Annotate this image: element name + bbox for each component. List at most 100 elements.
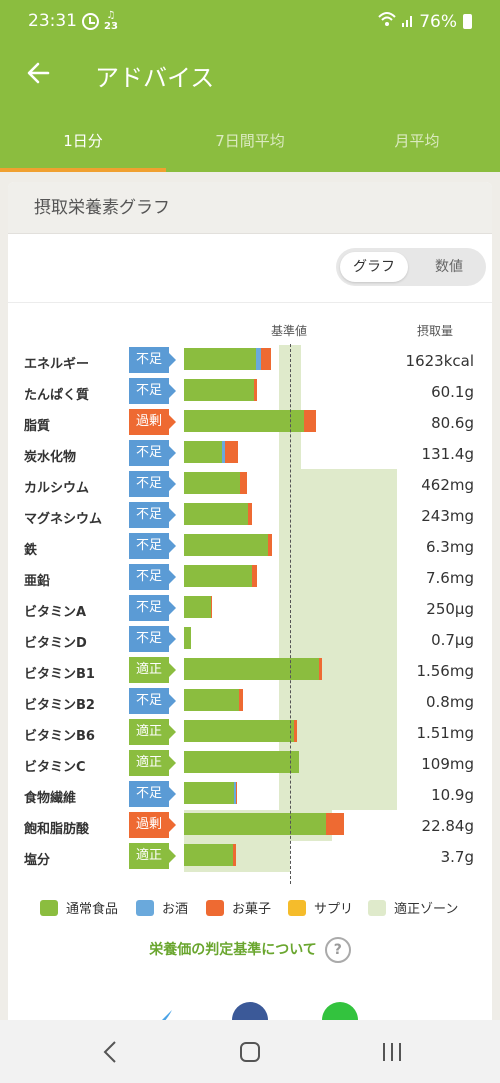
bar-segment [184,658,319,680]
bar-segment [240,472,247,494]
intake-header: 摂取量 [417,324,454,338]
nutrient-row: 亜鉛 不足 7.6mg [8,562,492,593]
back-arrow-icon[interactable] [24,58,54,88]
legend-swatch-snack [206,899,224,916]
bar-segment [294,720,297,742]
nutrient-row: エネルギー 不足 1623kcal [8,345,492,376]
intake-bar [184,596,212,618]
home-icon[interactable] [238,1040,262,1068]
battery-level: 76% [419,11,457,32]
status-bar: 23:31 ♫ 23 76% [0,0,500,42]
bar-segment [184,720,294,742]
criteria-link-text[interactable]: 栄養価の判定基準について [149,942,317,958]
status-badge: 不足 [129,378,176,404]
adequate-zone [279,779,397,810]
nutrient-label: エネルギー [24,357,90,372]
status-badge: 適正 [129,657,176,683]
content-area: 摂取栄養素グラフ グラフ 数値 基準値 摂取量 エネルギー 不足 1623kcal た… [0,172,500,1083]
status-badge: 不足 [129,502,176,528]
bar-segment [184,844,233,866]
nutrient-row: 炭水化物 不足 131.4g [8,438,492,469]
status-badge: 不足 [129,781,176,807]
bar-segment [184,441,222,463]
intake-bar [184,813,344,835]
nutrient-label: ビタミンB2 [24,698,95,713]
adequate-zone [279,686,397,717]
nutrient-row: ビタミンB6 適正 1.51mg [8,717,492,748]
bar-segment [184,379,254,401]
signal-icon [401,12,415,32]
status-badge: 不足 [129,440,176,466]
tab-bar: 1日分 7日間平均 月平均 [0,110,500,172]
bar-segment [256,348,261,370]
wifi-icon [377,11,397,32]
bar-segment [236,782,237,804]
intake-bar [184,348,271,370]
intake-bar [184,410,316,432]
intake-bar [184,379,257,401]
nutrient-row: 飽和脂肪酸 過剰 22.84g [8,810,492,841]
nutrient-row: たんぱく質 不足 60.1g [8,376,492,407]
nutrient-row: ビタミンD 不足 0.7μg [8,624,492,655]
legend-label-alcohol: お酒 [162,902,189,917]
bar-segment [252,565,257,587]
bar-segment [184,751,299,773]
nutrient-row: 脂質 過剰 80.6g [8,407,492,438]
intake-value: 250μg [426,600,474,618]
recents-icon[interactable] [380,1040,404,1068]
nutrient-label: 炭水化物 [24,450,77,465]
adequate-zone [279,562,397,593]
criteria-link[interactable]: 栄養価の判定基準について? [8,937,492,963]
status-badge: 不足 [129,347,176,373]
adequate-zone [279,717,397,748]
bar-segment [326,813,344,835]
intake-value: 131.4g [421,445,474,463]
intake-value: 1.56mg [416,662,474,680]
legend-label-snack: お菓子 [232,902,272,917]
status-badge: 適正 [129,750,176,776]
nutrient-label: マグネシウム [24,512,103,527]
intake-value: 1623kcal [405,352,474,370]
bar-segment [184,813,326,835]
bar-segment [184,689,239,711]
bar-segment [184,782,234,804]
bar-segment [211,596,212,618]
legend-supplement: サプリ [288,898,353,917]
nutrient-label: たんぱく質 [24,388,90,403]
nutrient-label: ビタミンB1 [24,667,95,682]
graph-toggle-button[interactable]: グラフ [340,252,408,282]
intake-value: 1.51mg [416,724,474,742]
nutrient-card: 摂取栄養素グラフ グラフ 数値 基準値 摂取量 エネルギー 不足 1623kcal た… [8,182,492,1082]
bar-segment [222,441,225,463]
status-badge: 適正 [129,719,176,745]
intake-bar [184,565,257,587]
nutrient-label: 亜鉛 [24,574,51,589]
nutrient-label: 食物繊維 [24,791,77,806]
view-toggle: グラフ 数値 [336,248,486,286]
numbers-toggle-button[interactable]: 数値 [435,259,463,275]
tab-monthly-average[interactable]: 月平均 [394,132,440,150]
intake-bar [184,782,237,804]
bar-segment [261,348,271,370]
bar-segment [268,534,272,556]
bar-segment [184,348,256,370]
legend-swatch-alcohol [136,899,154,916]
nutrient-row: マグネシウム 不足 243mg [8,500,492,531]
tab-one-day[interactable]: 1日分 [0,110,166,172]
status-time: 23:31 [28,11,77,31]
bar-segment [319,658,322,680]
bar-segment [254,379,257,401]
alarm-icon [82,13,99,30]
standard-header: 基準値 [271,324,308,338]
intake-value: 243mg [421,507,474,525]
intake-bar [184,472,247,494]
bar-segment [233,844,236,866]
tab-seven-day-average[interactable]: 7日間平均 [215,132,285,150]
back-icon[interactable] [100,1040,120,1068]
legend-alcohol: お酒 [136,898,188,917]
nutrient-label: 塩分 [24,853,51,868]
status-badge: 不足 [129,564,176,590]
divider [8,302,492,303]
help-icon[interactable]: ? [324,937,351,963]
bar-segment [225,441,238,463]
